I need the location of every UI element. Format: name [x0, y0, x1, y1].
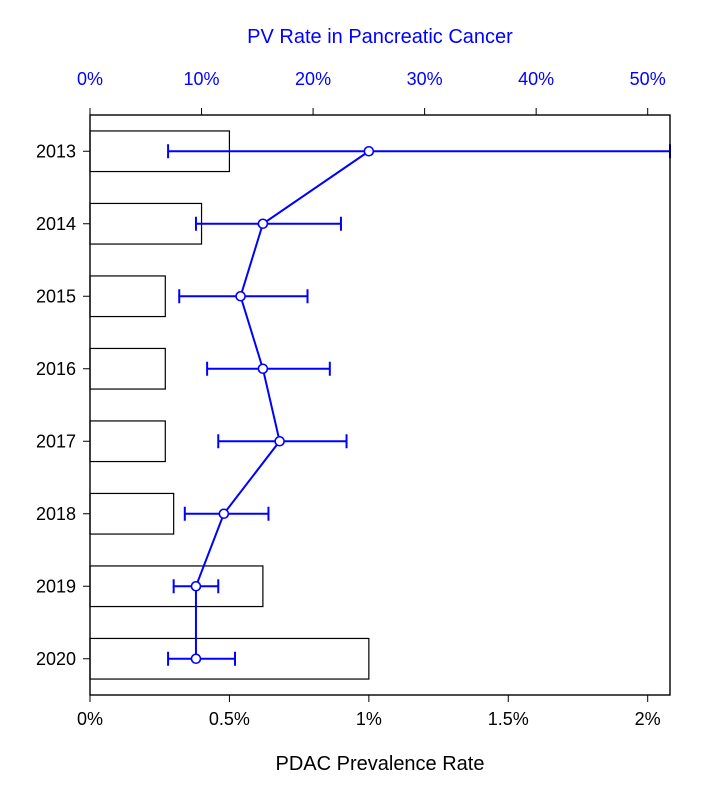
prevalence-bar — [90, 276, 165, 317]
pv-marker — [191, 654, 200, 663]
pv-marker — [258, 364, 267, 373]
pv-marker — [275, 437, 284, 446]
pv-marker — [364, 147, 373, 156]
top-tick-label: 10% — [184, 69, 220, 89]
bottom-tick-label: 0.5% — [209, 709, 250, 729]
pv-marker — [219, 509, 228, 518]
prevalence-bar — [90, 203, 202, 244]
chart-bg — [0, 0, 713, 803]
prevalence-bar — [90, 493, 174, 534]
top-tick-label: 40% — [518, 69, 554, 89]
top-tick-label: 30% — [407, 69, 443, 89]
y-tick-label: 2019 — [36, 576, 76, 596]
top-tick-label: 0% — [77, 69, 103, 89]
bottom-tick-label: 1% — [356, 709, 382, 729]
pv-marker — [191, 582, 200, 591]
bottom-tick-label: 2% — [635, 709, 661, 729]
y-tick-label: 2020 — [36, 649, 76, 669]
bottom-tick-label: 1.5% — [488, 709, 529, 729]
y-tick-label: 2017 — [36, 431, 76, 451]
pv-marker — [258, 219, 267, 228]
y-tick-label: 2013 — [36, 141, 76, 161]
dual-axis-chart: 0% 10% 20% 30% 40% 50% PV Rate in Pancreatic C… — [0, 0, 713, 803]
top-tick-label: 50% — [630, 69, 666, 89]
top-axis-title: PV Rate in Pancreatic Cancer — [247, 26, 513, 48]
y-tick-label: 2018 — [36, 504, 76, 524]
y-tick-label: 2015 — [36, 286, 76, 306]
y-tick-label: 2016 — [36, 359, 76, 379]
prevalence-bar — [90, 421, 165, 462]
y-tick-label: 2014 — [36, 214, 76, 234]
pv-marker — [236, 292, 245, 301]
bottom-axis-label: PDAC Prevalence Rate — [276, 753, 485, 775]
prevalence-bar — [90, 348, 165, 389]
top-tick-label: 20% — [295, 69, 331, 89]
bottom-tick-label: 0% — [77, 709, 103, 729]
